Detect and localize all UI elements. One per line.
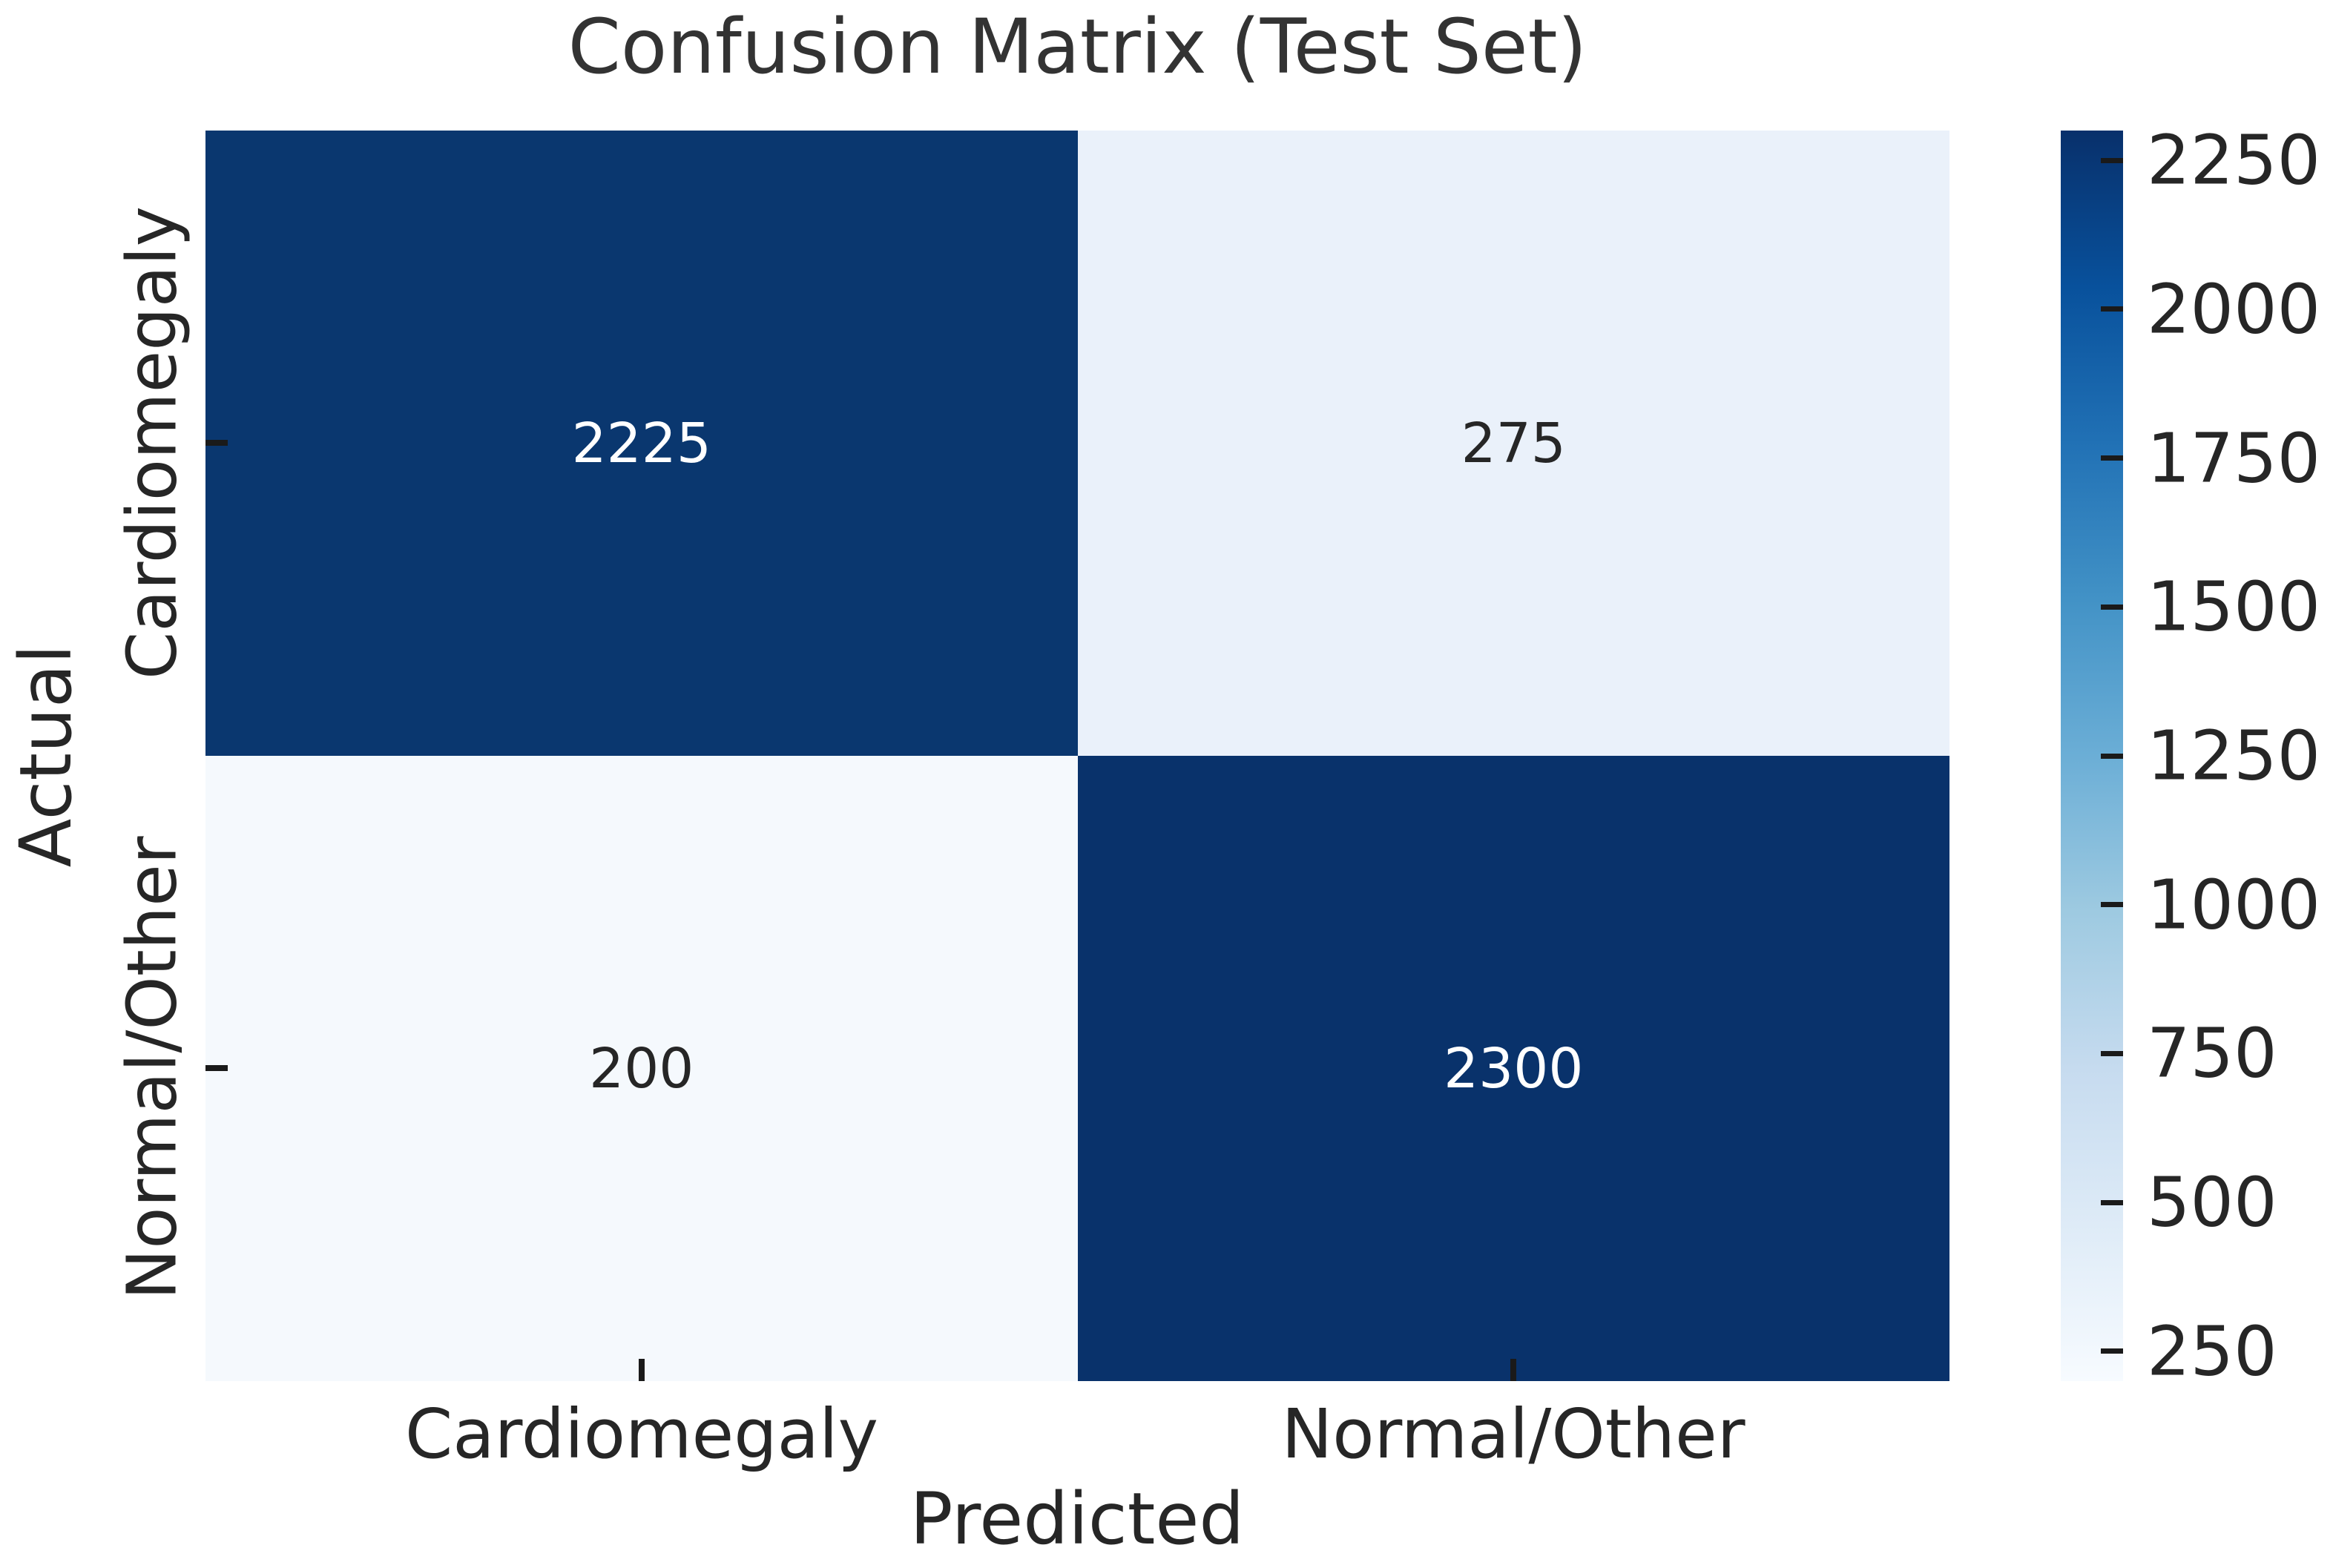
colorbar-tick-label: 1500 [2147, 567, 2321, 647]
colorbar-tick-mark [2101, 1348, 2123, 1354]
colorbar-tick-mark [2101, 1199, 2123, 1205]
cell-true-negative: 2300 [1077, 756, 1949, 1381]
heatmap-grid: 2225 275 200 2300 [205, 131, 1949, 1381]
colorbar-tick-label: 250 [2147, 1311, 2277, 1391]
y-tick-label-cardiomegaly: Cardiomegaly [112, 205, 192, 680]
cell-false-negative: 275 [1077, 131, 1949, 756]
x-tick-mark-col2 [1510, 1359, 1516, 1381]
colorbar-tick-label: 1250 [2147, 716, 2321, 796]
y-tick-label-normal-other: Normal/Other [112, 836, 192, 1300]
x-axis-label: Predicted [909, 1478, 1245, 1561]
colorbar-tick-label: 1000 [2147, 865, 2321, 945]
colorbar-tick-label: 1750 [2147, 418, 2321, 498]
colorbar-tick-mark [2101, 455, 2123, 461]
colorbar-tick-mark [2101, 753, 2123, 759]
colorbar-tick-label: 500 [2147, 1162, 2277, 1242]
y-axis-label: Actual [4, 644, 88, 868]
colorbar-tick-mark [2101, 604, 2123, 610]
y-tick-mark-row2 [205, 1065, 228, 1071]
colorbar-tick-mark [2101, 1050, 2123, 1056]
colorbar-tick-label: 2250 [2147, 120, 2321, 200]
colorbar-tick-mark [2101, 306, 2123, 312]
colorbar-tick-label: 750 [2147, 1013, 2277, 1093]
colorbar-tick-mark [2101, 157, 2123, 163]
colorbar-tick-label: 2000 [2147, 269, 2321, 349]
chart-title: Confusion Matrix (Test Set) [567, 3, 1587, 91]
x-tick-mark-col1 [639, 1359, 645, 1381]
y-tick-mark-row1 [205, 440, 228, 446]
x-tick-label-normal-other: Normal/Other [1281, 1394, 1745, 1474]
x-tick-label-cardiomegaly: Cardiomegaly [404, 1394, 879, 1474]
cell-true-positive: 2225 [205, 131, 1078, 756]
colorbar-tick-mark [2101, 902, 2123, 908]
cell-false-positive: 200 [205, 756, 1078, 1381]
